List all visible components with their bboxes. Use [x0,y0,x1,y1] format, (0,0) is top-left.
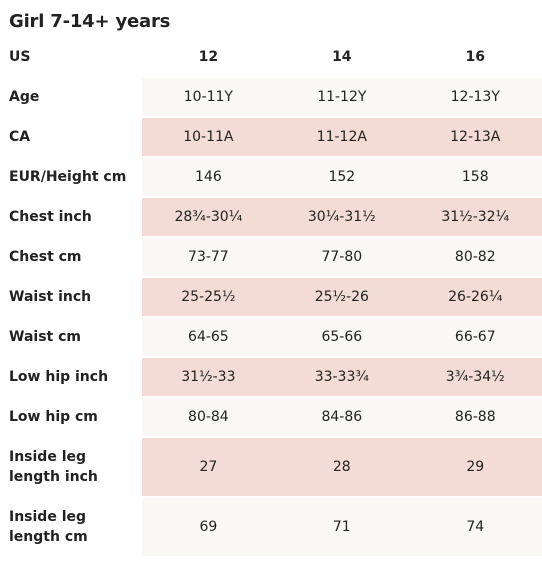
table-cell: 26-26¼ [408,277,542,318]
table-cell: 80-82 [408,237,542,278]
table-cell: 12-13Y [408,77,542,118]
table-cell: 30¼-31½ [275,197,409,238]
header-label: US [0,37,142,78]
table-row: Inside leg length cm 69 71 74 [0,497,542,558]
table-row: Chest inch 28¾-30¼ 30¼-31½ 31½-32¼ [0,197,542,238]
size-table: US 12 14 16 Age 10-11Y 11-12Y 12-13Y CA … [0,37,542,558]
table-cell: 86-88 [408,397,542,438]
table-cell: 64-65 [141,317,276,358]
table-cell: 71 [275,497,409,558]
table-cell: 31½-33 [141,357,276,398]
page-title: Girl 7-14+ years [9,11,171,32]
table-cell: 146 [141,157,276,198]
row-label: Chest inch [0,197,142,238]
row-label: Age [0,77,142,118]
table-row: Chest cm 73-77 77-80 80-82 [0,237,542,278]
table-cell: 10-11Y [141,77,276,118]
table-cell: 10-11A [141,117,276,158]
table-cell: 28 [275,437,409,498]
table-cell: 11-12A [275,117,409,158]
table-row: Age 10-11Y 11-12Y 12-13Y [0,77,542,118]
table-cell: 12-13A [408,117,542,158]
row-label: Low hip inch [0,357,142,398]
table-cell: 65-66 [275,317,409,358]
row-label: Inside leg length cm [0,497,142,558]
row-label: Low hip cm [0,397,142,438]
table-cell: 27 [141,437,276,498]
table-row: Low hip inch 31½-33 33-33¾ 3¾-34½ [0,357,542,398]
table-cell: 77-80 [275,237,409,278]
table-cell: 29 [408,437,542,498]
table-cell: 158 [408,157,542,198]
column-header: 12 [141,37,276,78]
column-header: 16 [408,37,542,78]
column-header: 14 [275,37,409,78]
table-header-row: US 12 14 16 [0,37,542,78]
table-cell: 11-12Y [275,77,409,118]
table-cell: 74 [408,497,542,558]
table-row: Low hip cm 80-84 84-86 86-88 [0,397,542,438]
table-row: Waist cm 64-65 65-66 66-67 [0,317,542,358]
table-cell: 28¾-30¼ [141,197,276,238]
row-label: EUR/Height cm [0,157,142,198]
row-label: Waist cm [0,317,142,358]
row-label: Waist inch [0,277,142,318]
row-label: Chest cm [0,237,142,278]
table-cell: 66-67 [408,317,542,358]
table-cell: 73-77 [141,237,276,278]
table-cell: 3¾-34½ [408,357,542,398]
table-row: Waist inch 25-25½ 25½-26 26-26¼ [0,277,542,318]
table-row: EUR/Height cm 146 152 158 [0,157,542,198]
table-row: CA 10-11A 11-12A 12-13A [0,117,542,158]
row-label: Inside leg length inch [0,437,142,498]
table-cell: 69 [141,497,276,558]
table-cell: 80-84 [141,397,276,438]
table-cell: 25½-26 [275,277,409,318]
table-cell: 33-33¾ [275,357,409,398]
row-label: CA [0,117,142,158]
table-cell: 152 [275,157,409,198]
table-row: Inside leg length inch 27 28 29 [0,437,542,498]
table-cell: 84-86 [275,397,409,438]
table-cell: 25-25½ [141,277,276,318]
table-cell: 31½-32¼ [408,197,542,238]
